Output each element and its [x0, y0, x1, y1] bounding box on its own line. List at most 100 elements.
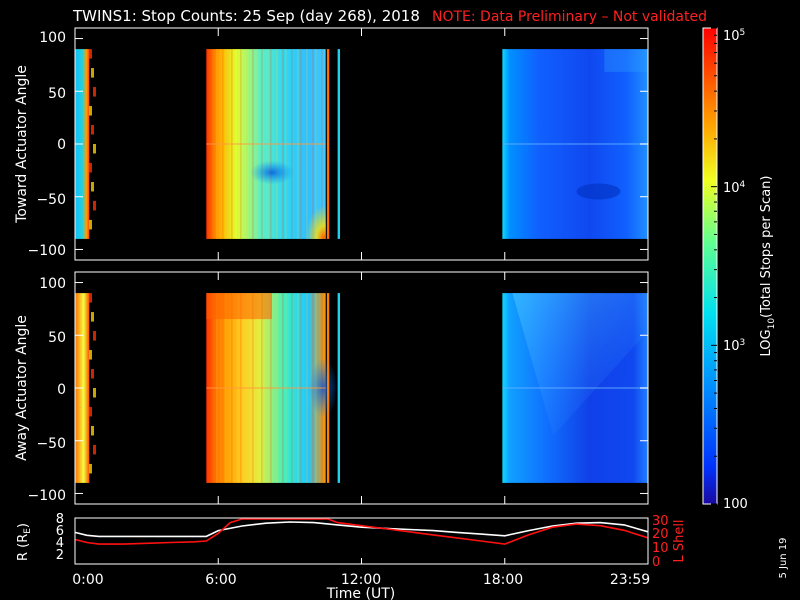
heatmap-stripe	[89, 106, 92, 116]
xtick-label: 23:59	[610, 572, 650, 588]
heatmap-stripe	[93, 144, 96, 154]
heatmap-stripe	[91, 369, 94, 379]
heatmap-stripe	[225, 49, 227, 239]
heatmap-stripe	[252, 293, 254, 483]
heatmap-stripe	[246, 49, 248, 239]
heatmap-stripe	[255, 293, 257, 483]
heatmap-stripe	[291, 293, 293, 483]
xtick-label: 6:00	[205, 572, 236, 588]
heatmap-stripe	[282, 293, 284, 483]
heatmap-stripe	[93, 444, 96, 455]
heatmap-stripe	[261, 293, 263, 483]
radial-distance-line	[74, 521, 649, 538]
colorbar-tick-label: 104	[723, 180, 746, 196]
heatmap-stripe	[285, 293, 287, 483]
orbit-ytick-left: 6	[56, 524, 64, 539]
axis-ticks	[74, 28, 649, 564]
heatmap-stripe	[91, 425, 94, 436]
heatmap-stripe	[91, 181, 94, 192]
colorbar-label: LOG10(Total Stops per Scan)	[759, 176, 777, 357]
ytick-label: 50	[48, 86, 66, 102]
toward-ylabel: Toward Actuator Angle	[14, 65, 30, 224]
heatmap-stripe	[276, 49, 278, 239]
heatmap-stripe	[306, 49, 308, 239]
heatmap-band	[206, 293, 272, 320]
heatmap-stripe	[321, 49, 323, 239]
heatmap-stripe	[89, 162, 92, 173]
ytick-label: 0	[57, 137, 66, 153]
orbit-ytick-right: 10	[652, 541, 669, 556]
away-heatmap	[75, 293, 648, 483]
heatmap-stripe	[297, 49, 299, 239]
heatmap-stripe	[291, 49, 293, 239]
ytick-label: −100	[28, 488, 66, 504]
heatmap-stripe	[89, 219, 92, 230]
heatmap-stripe	[210, 293, 212, 483]
heatmap-stripe	[282, 49, 284, 239]
heatmap-stripe	[89, 463, 92, 474]
heatmap-stripe	[210, 49, 212, 239]
heatmap-stripe	[246, 293, 248, 483]
colorbar-frame	[702, 27, 718, 505]
heatmap-stripe	[93, 87, 96, 97]
svg-text:R (RE): R (RE)	[16, 523, 33, 561]
heatmap-depletion	[249, 160, 294, 185]
ytick-label: 100	[39, 30, 66, 46]
colorbar-ticks	[711, 27, 717, 505]
heatmap-stripe	[270, 49, 272, 239]
heatmap-stripe	[91, 125, 94, 135]
xtick-label: 18:00	[483, 572, 523, 588]
ytick-label: 100	[39, 276, 66, 292]
heatmap-stripe	[237, 293, 239, 483]
heatmap-stripe	[270, 293, 272, 483]
preliminary-note: NOTE: Data Preliminary – Not validated	[432, 9, 707, 25]
heatmap-band	[604, 49, 648, 72]
heatmap-stripe	[300, 293, 302, 483]
heatmap-block-middle	[206, 293, 326, 483]
heatmap-stripe	[89, 49, 92, 59]
heatmap-stripe	[300, 49, 302, 239]
orbit-lines	[74, 518, 649, 545]
orbit-ytick-right: 20	[652, 527, 669, 542]
heatmap-stripe	[240, 293, 242, 483]
heatmap-stripe	[216, 293, 218, 483]
orbit-ytick-right: 30	[652, 514, 669, 529]
heatmap-stripe	[231, 49, 233, 239]
heatmap-stripe	[255, 49, 257, 239]
heatmap-bar	[337, 49, 341, 239]
chart-title: TWINS1: Stop Counts: 25 Sep (day 268), 2…	[72, 7, 420, 25]
heatmap-stripe	[237, 49, 239, 239]
heatmap-stripe	[216, 49, 218, 239]
orbit-ytick-left: 8	[56, 512, 64, 527]
heatmap-stripe	[267, 293, 269, 483]
heatmap-stripe	[93, 388, 96, 398]
colorbar-tick-label: 100	[723, 497, 748, 512]
l-shell-line	[74, 518, 649, 545]
heatmap-stripe	[89, 350, 92, 360]
heatmap-stripe	[312, 49, 314, 239]
ytick-label: 50	[48, 330, 66, 346]
heatmap-depletion	[309, 358, 338, 418]
date-stamp: 5 Jun 19	[778, 537, 789, 578]
colorbar-tick-label: 103	[723, 338, 745, 354]
heatmap-stripe	[225, 293, 227, 483]
heatmap-stripe	[93, 200, 96, 211]
colorbar	[703, 28, 717, 504]
heatmap-stripe	[93, 331, 96, 341]
heatmap-stripe	[306, 293, 308, 483]
heatmap-block-late	[502, 49, 648, 239]
colorbar-tick-label: 105	[723, 28, 745, 44]
heatmap-depletion	[576, 183, 621, 200]
heatmap-stripe	[267, 49, 269, 239]
heatmap-stripe	[91, 312, 94, 322]
xtick-label: 0:00	[72, 572, 103, 588]
away-ylabel: Away Actuator Angle	[14, 315, 30, 461]
xtick-label: 12:00	[341, 572, 381, 588]
ytick-label: −50	[36, 436, 66, 452]
heatmap-wedge	[512, 293, 648, 436]
heatmap-stripe	[240, 49, 242, 239]
heatmap-stripe	[285, 49, 287, 239]
orbit-ytick-left: 2	[56, 548, 64, 563]
heatmap-stripe	[231, 293, 233, 483]
